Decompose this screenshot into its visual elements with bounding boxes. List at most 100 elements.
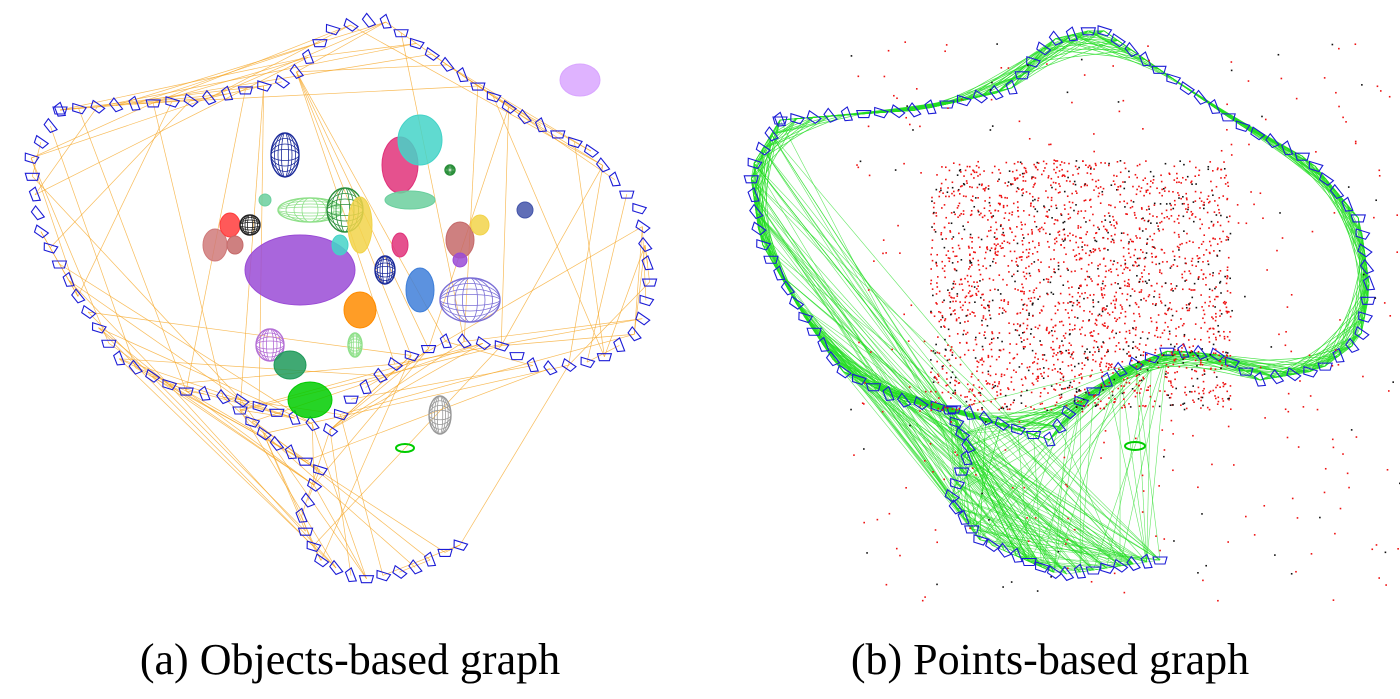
map-point bbox=[1031, 233, 1033, 235]
map-point bbox=[1036, 380, 1039, 382]
map-point bbox=[1101, 307, 1104, 310]
covisibility-edge bbox=[68, 279, 242, 401]
covisibility-edge bbox=[77, 101, 173, 297]
map-point bbox=[954, 255, 956, 258]
map-point bbox=[1105, 365, 1107, 368]
map-point bbox=[1043, 206, 1046, 209]
map-point bbox=[1194, 338, 1196, 341]
caption-points-graph: (b) Points-based graph bbox=[850, 635, 1250, 684]
map-point bbox=[1200, 362, 1202, 364]
map-point bbox=[1194, 190, 1197, 193]
object-ellipsoid bbox=[452, 252, 468, 268]
map-point bbox=[994, 397, 997, 400]
keyframe-camera bbox=[128, 359, 143, 375]
covisibility-edge bbox=[843, 371, 951, 411]
map-point bbox=[1070, 270, 1073, 273]
map-point bbox=[971, 237, 974, 239]
map-point bbox=[1158, 296, 1161, 299]
keyframe-camera bbox=[1362, 275, 1376, 291]
map-point bbox=[1182, 358, 1184, 360]
map-point bbox=[1067, 213, 1070, 215]
map-point bbox=[1226, 275, 1229, 277]
map-point bbox=[1270, 346, 1273, 348]
keyframe-camera bbox=[112, 350, 126, 366]
covisibility-edge bbox=[762, 244, 772, 260]
map-point bbox=[1191, 212, 1194, 215]
keyframe-camera bbox=[1059, 565, 1075, 582]
covisibility-edge bbox=[1079, 401, 1082, 572]
map-point bbox=[1163, 449, 1166, 451]
map-point bbox=[1119, 201, 1121, 203]
map-point bbox=[1140, 249, 1142, 251]
map-point bbox=[1003, 255, 1006, 257]
map-point bbox=[1228, 397, 1230, 400]
map-point bbox=[1220, 367, 1222, 370]
map-point bbox=[1110, 241, 1113, 243]
map-point bbox=[1212, 225, 1215, 227]
map-point bbox=[1200, 327, 1202, 329]
map-point bbox=[1167, 326, 1169, 328]
map-point bbox=[944, 338, 946, 341]
keyframe-camera bbox=[256, 426, 273, 441]
map-point bbox=[1114, 303, 1116, 306]
map-point bbox=[1062, 284, 1065, 286]
map-point bbox=[1224, 303, 1226, 305]
map-point bbox=[1192, 220, 1195, 223]
map-point bbox=[1185, 178, 1187, 181]
map-point bbox=[1207, 263, 1210, 266]
map-point bbox=[1124, 322, 1126, 325]
map-point bbox=[1355, 436, 1358, 438]
map-point bbox=[1054, 324, 1057, 327]
map-point bbox=[1173, 179, 1176, 181]
keyframe-camera bbox=[550, 130, 566, 139]
map-point bbox=[1028, 265, 1030, 268]
map-point bbox=[1101, 193, 1104, 196]
map-point bbox=[1198, 392, 1200, 395]
map-point bbox=[1371, 548, 1374, 551]
covisibility-edge bbox=[873, 386, 963, 435]
map-point bbox=[998, 274, 1001, 276]
map-point bbox=[1022, 175, 1025, 178]
covisibility-edge bbox=[168, 384, 337, 569]
covisibility-edge bbox=[1041, 401, 1082, 567]
map-point bbox=[873, 260, 875, 262]
keyframe-camera bbox=[509, 352, 525, 361]
map-point bbox=[966, 314, 969, 317]
object-ellipsoid bbox=[331, 234, 349, 256]
map-point bbox=[1016, 264, 1018, 266]
keyframe-camera bbox=[300, 492, 316, 508]
map-point bbox=[1050, 385, 1053, 387]
map-point bbox=[1105, 270, 1107, 273]
map-point bbox=[975, 292, 977, 295]
map-point bbox=[1173, 231, 1176, 234]
map-point bbox=[1188, 346, 1191, 349]
map-point bbox=[1189, 302, 1191, 304]
map-point bbox=[1031, 252, 1034, 255]
map-point bbox=[1164, 376, 1167, 378]
map-point bbox=[1094, 351, 1096, 353]
map-point bbox=[1086, 270, 1088, 273]
map-point bbox=[979, 392, 982, 394]
map-point bbox=[977, 259, 980, 262]
map-point bbox=[1040, 261, 1042, 264]
map-point bbox=[1077, 362, 1080, 365]
map-point bbox=[1146, 242, 1148, 244]
map-point bbox=[1023, 303, 1026, 306]
map-point bbox=[1339, 319, 1341, 321]
keyframe-camera bbox=[1061, 405, 1077, 420]
map-point bbox=[1033, 289, 1036, 291]
map-point bbox=[1027, 369, 1030, 372]
map-point bbox=[1170, 393, 1173, 395]
map-point bbox=[1151, 238, 1154, 241]
map-point bbox=[1014, 235, 1017, 238]
map-point bbox=[1104, 384, 1106, 387]
map-point bbox=[1113, 224, 1115, 227]
map-point bbox=[978, 386, 981, 389]
keyframe-camera bbox=[1332, 347, 1345, 363]
map-point bbox=[1024, 405, 1027, 407]
map-point bbox=[1078, 258, 1081, 261]
map-point bbox=[1220, 168, 1223, 171]
covisibility-edge bbox=[1029, 561, 1121, 567]
map-point bbox=[1178, 236, 1180, 238]
map-point bbox=[1028, 290, 1031, 292]
